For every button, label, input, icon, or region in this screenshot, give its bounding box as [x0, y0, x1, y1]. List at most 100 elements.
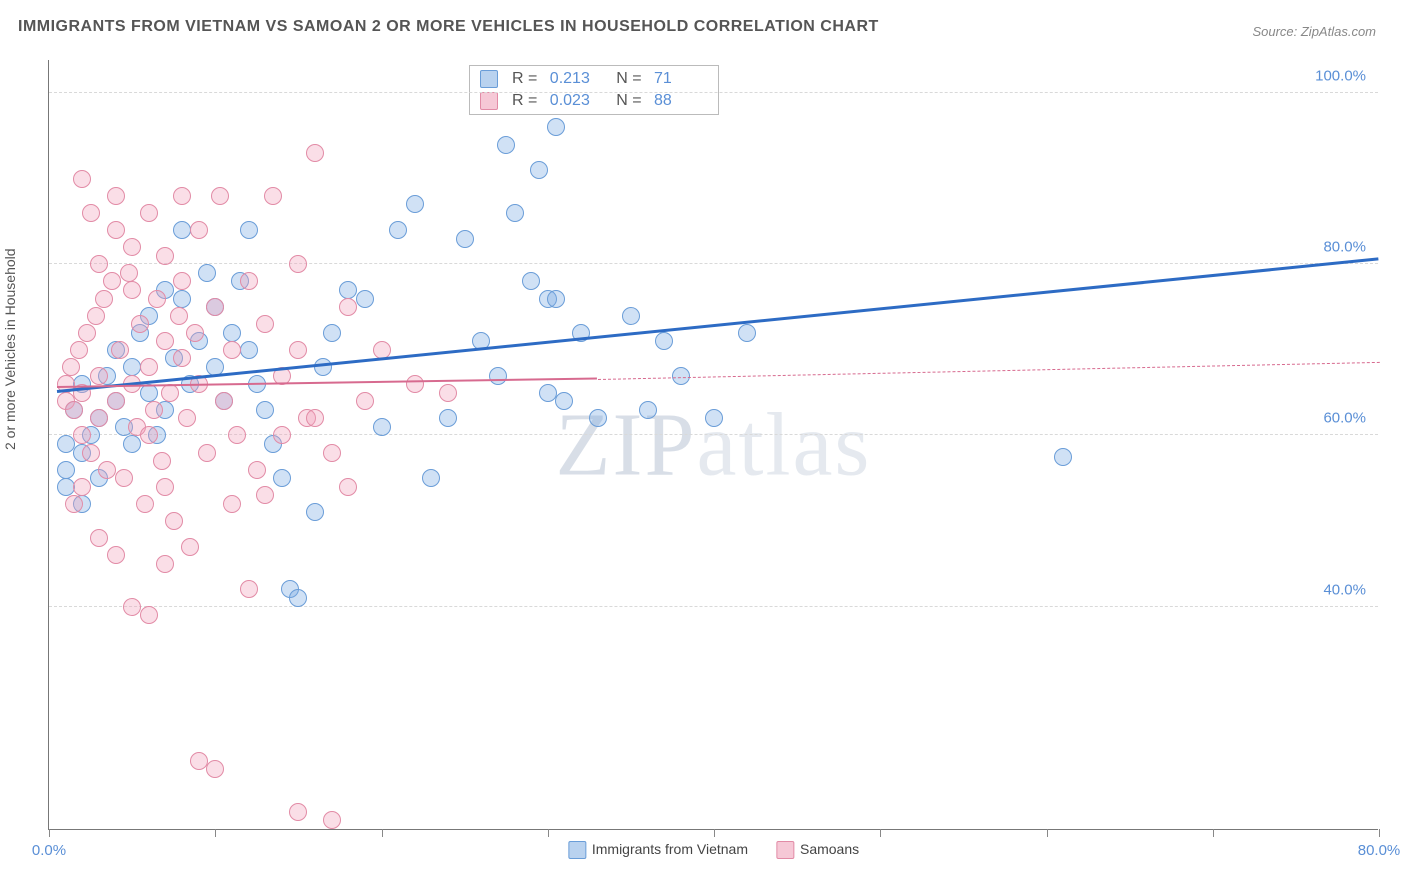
x-tick [548, 829, 549, 837]
data-point [738, 324, 756, 342]
data-point [95, 290, 113, 308]
data-point [140, 204, 158, 222]
data-point [339, 298, 357, 316]
x-tick [1379, 829, 1380, 837]
data-point [506, 204, 524, 222]
data-point [323, 324, 341, 342]
data-point [123, 281, 141, 299]
data-point [339, 478, 357, 496]
y-tick-label: 40.0% [1323, 581, 1366, 598]
data-point [170, 307, 188, 325]
legend-item: Immigrants from Vietnam [568, 841, 748, 859]
data-point [123, 598, 141, 616]
correlation-legend: R = 0.213 N = 71R = 0.023 N = 88 [469, 65, 719, 115]
data-point [622, 307, 640, 325]
data-point [522, 272, 540, 290]
regression-line [598, 362, 1379, 380]
data-point [639, 401, 657, 419]
data-point [439, 384, 457, 402]
data-point [57, 478, 75, 496]
data-point [273, 426, 291, 444]
data-point [323, 444, 341, 462]
data-point [173, 272, 191, 290]
x-tick-label: 80.0% [1358, 842, 1401, 859]
y-tick-label: 80.0% [1323, 239, 1366, 256]
legend-n-label: N = [612, 92, 646, 110]
data-point [539, 384, 557, 402]
data-point [173, 221, 191, 239]
data-point [65, 495, 83, 513]
series-legend: Immigrants from Vietnam Samoans [568, 841, 859, 859]
data-point [73, 170, 91, 188]
data-point [186, 324, 204, 342]
data-point [181, 538, 199, 556]
data-point [57, 461, 75, 479]
data-point [530, 161, 548, 179]
data-point [248, 461, 266, 479]
data-point [190, 221, 208, 239]
x-tick [880, 829, 881, 837]
gridline-h [49, 263, 1378, 264]
data-point [107, 187, 125, 205]
data-point [356, 392, 374, 410]
x-tick-label: 0.0% [32, 842, 66, 859]
data-point [111, 341, 129, 359]
scatter-plot-area: ZIPatlas R = 0.213 N = 71R = 0.023 N = 8… [48, 60, 1378, 830]
x-tick [1047, 829, 1048, 837]
source-attribution: Source: ZipAtlas.com [1252, 24, 1376, 39]
legend-r-label: R = [512, 70, 542, 88]
data-point [103, 272, 121, 290]
data-point [131, 315, 149, 333]
x-tick [382, 829, 383, 837]
legend-row: R = 0.023 N = 88 [480, 90, 708, 112]
data-point [156, 247, 174, 265]
data-point [655, 332, 673, 350]
legend-swatch [568, 841, 586, 859]
data-point [555, 392, 573, 410]
x-tick [215, 829, 216, 837]
data-point [90, 529, 108, 547]
data-point [289, 341, 307, 359]
data-point [206, 298, 224, 316]
data-point [489, 367, 507, 385]
gridline-h [49, 606, 1378, 607]
data-point [178, 409, 196, 427]
data-point [223, 341, 241, 359]
legend-item: Samoans [776, 841, 859, 859]
data-point [1054, 448, 1072, 466]
data-point [198, 444, 216, 462]
data-point [65, 401, 83, 419]
data-point [223, 324, 241, 342]
data-point [90, 367, 108, 385]
legend-label: Samoans [800, 841, 859, 857]
data-point [705, 409, 723, 427]
data-point [173, 187, 191, 205]
data-point [156, 478, 174, 496]
data-point [672, 367, 690, 385]
data-point [156, 555, 174, 573]
data-point [289, 255, 307, 273]
data-point [90, 409, 108, 427]
data-point [115, 469, 133, 487]
data-point [306, 409, 324, 427]
data-point [240, 221, 258, 239]
data-point [228, 426, 246, 444]
data-point [156, 332, 174, 350]
data-point [406, 375, 424, 393]
data-point [153, 452, 171, 470]
legend-n-value: 88 [654, 92, 708, 110]
data-point [98, 461, 116, 479]
data-point [107, 546, 125, 564]
data-point [198, 264, 216, 282]
data-point [90, 255, 108, 273]
data-point [289, 589, 307, 607]
data-point [497, 136, 515, 154]
data-point [107, 392, 125, 410]
legend-r-label: R = [512, 92, 542, 110]
data-point [82, 444, 100, 462]
data-point [78, 324, 96, 342]
data-point [120, 264, 138, 282]
data-point [123, 435, 141, 453]
data-point [73, 478, 91, 496]
data-point [87, 307, 105, 325]
